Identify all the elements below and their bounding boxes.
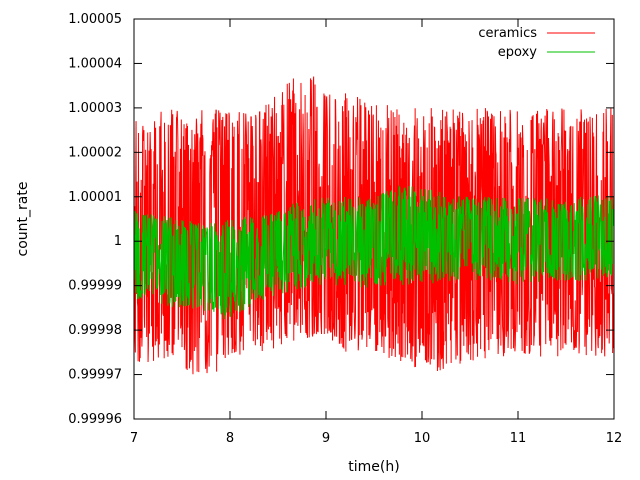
- y-tick-label: 0.99999: [68, 279, 122, 294]
- x-tick-label: 9: [322, 431, 330, 446]
- y-tick-label: 1.00005: [68, 12, 122, 27]
- series-line-ceramics: [133, 76, 615, 375]
- y-axis-label: count_rate: [15, 182, 31, 257]
- legend-label-ceramics: ceramics: [478, 26, 537, 41]
- y-tick-label: 0.99998: [68, 323, 122, 338]
- axis-tick-labels: 7 8 9 10 11 12 0.99996 0.99997 0.99998 0.99999 1 1.…: [68, 12, 622, 446]
- x-tick-label: 7: [130, 431, 138, 446]
- y-tick-label: 1.00004: [68, 56, 122, 71]
- legend-label-epoxy: epoxy: [498, 45, 537, 60]
- axis-ticks: [133, 18, 615, 420]
- plot-data-area: [133, 76, 615, 375]
- y-tick-label: 0.99996: [68, 412, 122, 427]
- x-tick-label: 10: [414, 431, 431, 446]
- y-tick-label: 1.00003: [68, 101, 122, 116]
- x-axis-label: time(h): [348, 459, 399, 475]
- y-tick-label: 1.00001: [68, 190, 122, 205]
- legend: ceramics epoxy: [478, 26, 595, 60]
- series-line-epoxy: [133, 185, 615, 319]
- x-tick-label: 8: [226, 431, 234, 446]
- x-tick-label: 12: [606, 431, 623, 446]
- plot-frame: [133, 18, 615, 420]
- y-tick-label: 0.99997: [68, 368, 122, 383]
- y-tick-label: 1: [114, 234, 122, 249]
- x-tick-label: 11: [510, 431, 527, 446]
- y-tick-label: 1.00002: [68, 145, 122, 160]
